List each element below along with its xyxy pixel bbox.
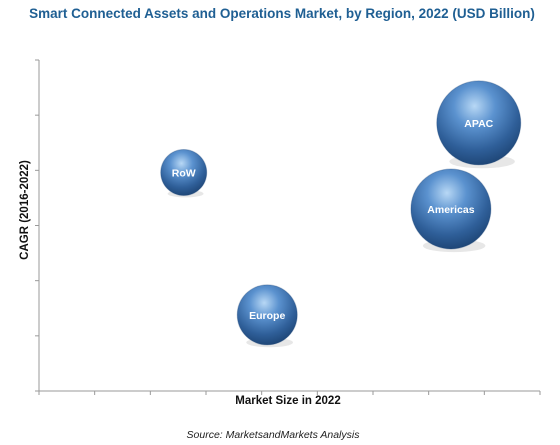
bubble-label: Americas — [427, 204, 474, 216]
bubble-point — [160, 149, 208, 197]
chart-title: Smart Connected Assets and Operations Ma… — [29, 6, 535, 21]
axes — [35, 59, 541, 395]
bubble-point — [410, 168, 492, 250]
bubble-row: RoW — [160, 149, 208, 198]
bubble-label: APAC — [464, 118, 493, 130]
bubbles-layer: APAC Americas RoW Europe — [160, 80, 522, 348]
bubble-americas: Americas — [410, 168, 492, 253]
x-axis-label: Market Size in 2022 — [235, 395, 340, 407]
y-axis-label: CAGR (2016-2022) — [19, 160, 31, 260]
bubble-label: Europe — [249, 310, 285, 322]
bubble-point — [436, 80, 522, 166]
bubble-europe: Europe — [236, 284, 298, 348]
bubble-label: RoW — [172, 168, 196, 180]
source-note: Source: MarketsandMarkets Analysis — [187, 429, 361, 441]
bubble-apac: APAC — [436, 80, 522, 169]
bubble-point — [236, 284, 298, 346]
